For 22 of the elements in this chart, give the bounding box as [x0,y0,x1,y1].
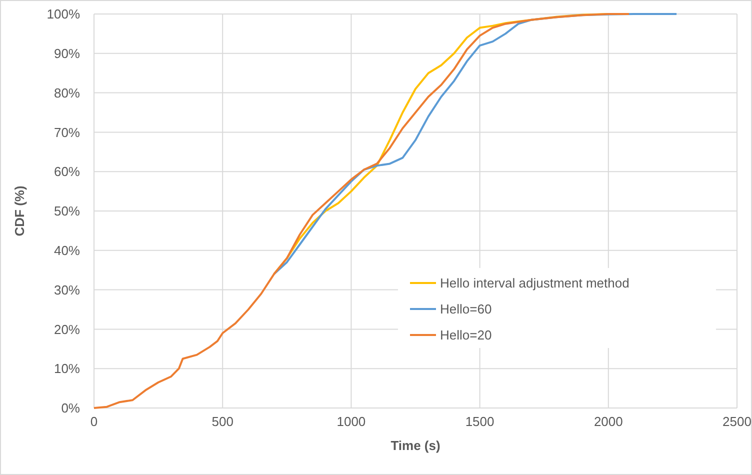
x-tick-label: 2000 [594,414,623,429]
x-tick-label: 500 [212,414,234,429]
y-tick-label: 70% [54,124,80,140]
y-tick-label: 50% [54,204,80,219]
y-tick-label: 100% [46,6,80,22]
x-tick-label: 0 [90,414,98,429]
y-tick-label: 60% [54,164,80,180]
legend-label: Hello interval adjustment method [440,276,630,291]
x-tick-label: 1000 [336,414,366,429]
y-tick-label: 0% [61,400,80,416]
x-tick-label: 2500 [722,414,752,429]
y-axis-title: CDF (%) [12,186,27,236]
legend-label: Hello=60 [440,302,492,317]
y-tick-label: 30% [54,282,80,298]
x-axis-title: Time (s) [390,438,440,453]
y-tick-label: 80% [54,85,80,100]
y-tick-label: 10% [54,361,80,376]
legend-label: Hello=20 [440,328,492,343]
x-tick-label: 1500 [465,414,494,429]
y-tick-label: 90% [54,46,80,61]
y-tick-label: 40% [54,242,80,258]
y-tick-label: 20% [54,322,80,337]
